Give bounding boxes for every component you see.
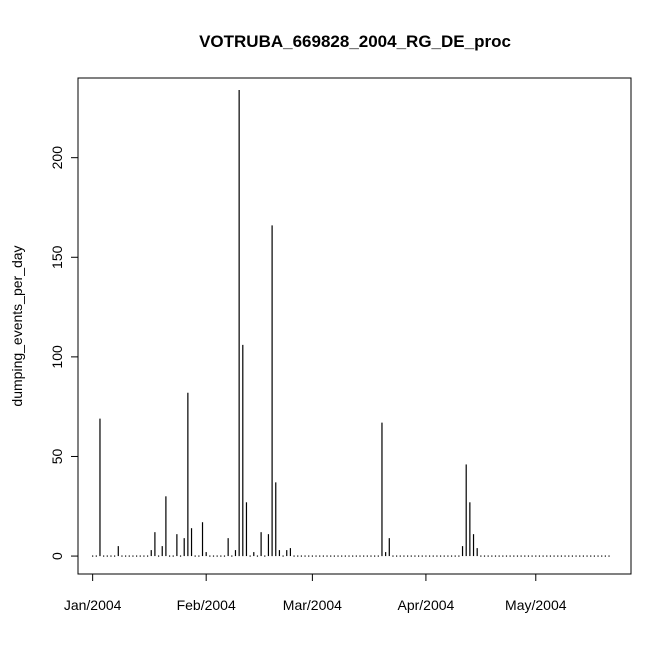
- y-tick-label: 200: [49, 146, 65, 170]
- x-axis: Jan/2004 Feb/2004 Mar/2004 Apr/2004 May/2004: [64, 573, 567, 613]
- bars: [92, 89, 610, 557]
- chart-title: VOTRUBA_669828_2004_RG_DE_proc: [199, 32, 511, 51]
- y-axis: 0 50 100 150 200: [49, 146, 79, 560]
- x-tick-label: Apr/2004: [397, 597, 454, 613]
- x-tick-label: Feb/2004: [177, 597, 236, 613]
- y-tick-label: 150: [49, 245, 65, 269]
- x-tick-label: Jan/2004: [64, 597, 122, 613]
- y-tick-label: 0: [49, 552, 65, 560]
- plot-frame: [77, 77, 632, 575]
- x-tick-label: May/2004: [505, 597, 567, 613]
- y-axis-label: dumping_events_per_day: [9, 245, 25, 406]
- x-tick-label: Mar/2004: [283, 597, 342, 613]
- y-tick-label: 50: [49, 448, 65, 464]
- y-tick-label: 100: [49, 345, 65, 369]
